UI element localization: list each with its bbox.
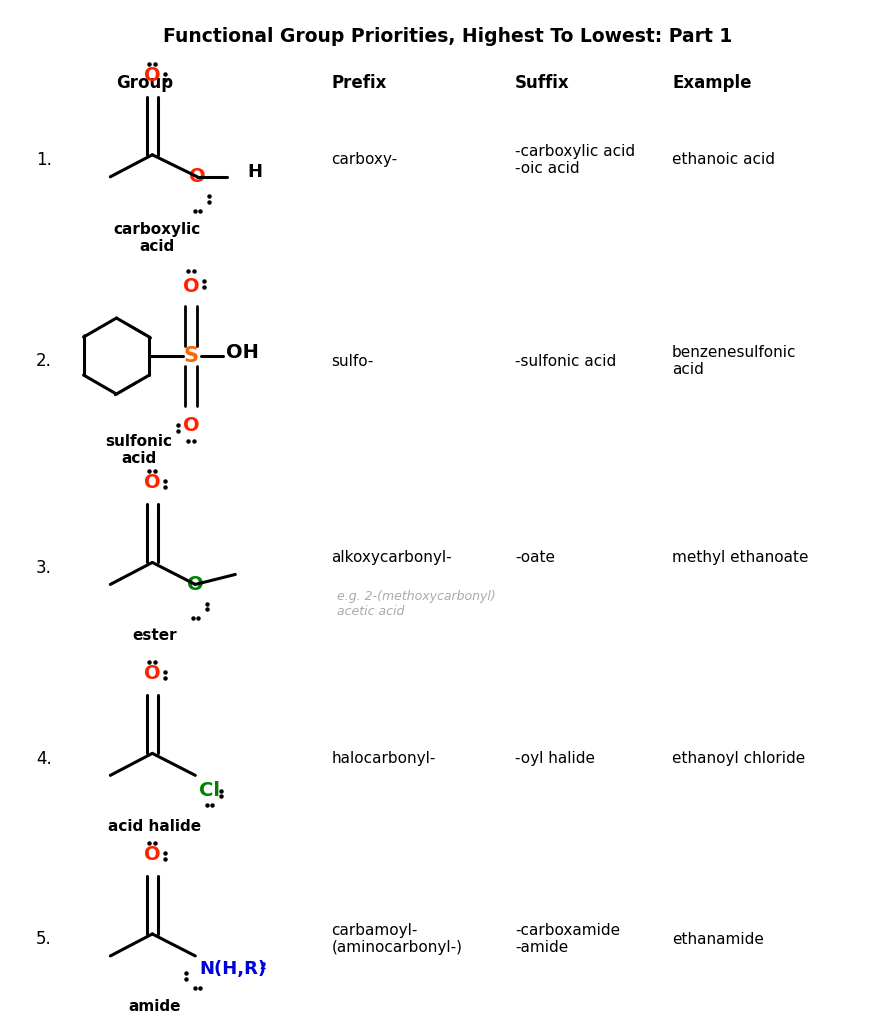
Text: acid halide: acid halide <box>108 818 201 834</box>
Text: sulfonic
acid: sulfonic acid <box>106 433 172 465</box>
Text: OH: OH <box>227 343 259 361</box>
Text: Prefix: Prefix <box>332 73 387 92</box>
Text: O: O <box>144 845 160 864</box>
Text: O: O <box>187 575 203 594</box>
Text: S: S <box>184 346 199 366</box>
Text: ester: ester <box>132 627 177 643</box>
Text: -sulfonic acid: -sulfonic acid <box>515 354 616 368</box>
Text: halocarbonyl-: halocarbonyl- <box>332 751 435 766</box>
Text: 3.: 3. <box>36 558 52 577</box>
Text: Group: Group <box>116 73 174 92</box>
Text: O: O <box>144 66 160 85</box>
Text: e.g. 2-(methoxycarbonyl)
acetic acid: e.g. 2-(methoxycarbonyl) acetic acid <box>337 589 495 617</box>
Text: Example: Example <box>672 73 752 92</box>
Text: methyl ethanoate: methyl ethanoate <box>672 550 808 565</box>
Text: ethanoic acid: ethanoic acid <box>672 153 775 167</box>
Text: 1.: 1. <box>36 151 52 169</box>
Text: O: O <box>183 277 200 296</box>
Text: carboxylic
acid: carboxylic acid <box>114 222 201 254</box>
Text: alkoxycarbonyl-: alkoxycarbonyl- <box>332 550 452 565</box>
Text: -oyl halide: -oyl halide <box>515 751 595 766</box>
Text: ₂: ₂ <box>259 957 266 972</box>
Text: Functional Group Priorities, Highest To Lowest: Part 1: Functional Group Priorities, Highest To … <box>163 27 733 45</box>
Text: -carboxamide
-amide: -carboxamide -amide <box>515 923 620 956</box>
Text: O: O <box>144 474 160 492</box>
Text: carbamoyl-
(aminocarbonyl-): carbamoyl- (aminocarbonyl-) <box>332 923 462 956</box>
Text: -carboxylic acid
-oic acid: -carboxylic acid -oic acid <box>515 143 635 176</box>
Text: O: O <box>189 167 206 187</box>
Text: carboxy-: carboxy- <box>332 153 398 167</box>
Text: ethanamide: ethanamide <box>672 932 764 946</box>
Text: O: O <box>144 665 160 683</box>
Text: sulfo-: sulfo- <box>332 354 374 368</box>
Text: -oate: -oate <box>515 550 556 565</box>
Text: 2.: 2. <box>36 352 52 370</box>
Text: Suffix: Suffix <box>515 73 570 92</box>
Text: 4.: 4. <box>36 749 52 768</box>
Text: O: O <box>183 416 200 436</box>
Text: amide: amide <box>128 999 181 1014</box>
Text: benzenesulfonic
acid: benzenesulfonic acid <box>672 345 797 378</box>
Text: H: H <box>247 163 263 181</box>
Text: ethanoyl chloride: ethanoyl chloride <box>672 751 806 766</box>
Text: Cl: Cl <box>199 781 220 801</box>
Text: N(H,R): N(H,R) <box>199 960 266 978</box>
Text: 5.: 5. <box>36 930 52 948</box>
